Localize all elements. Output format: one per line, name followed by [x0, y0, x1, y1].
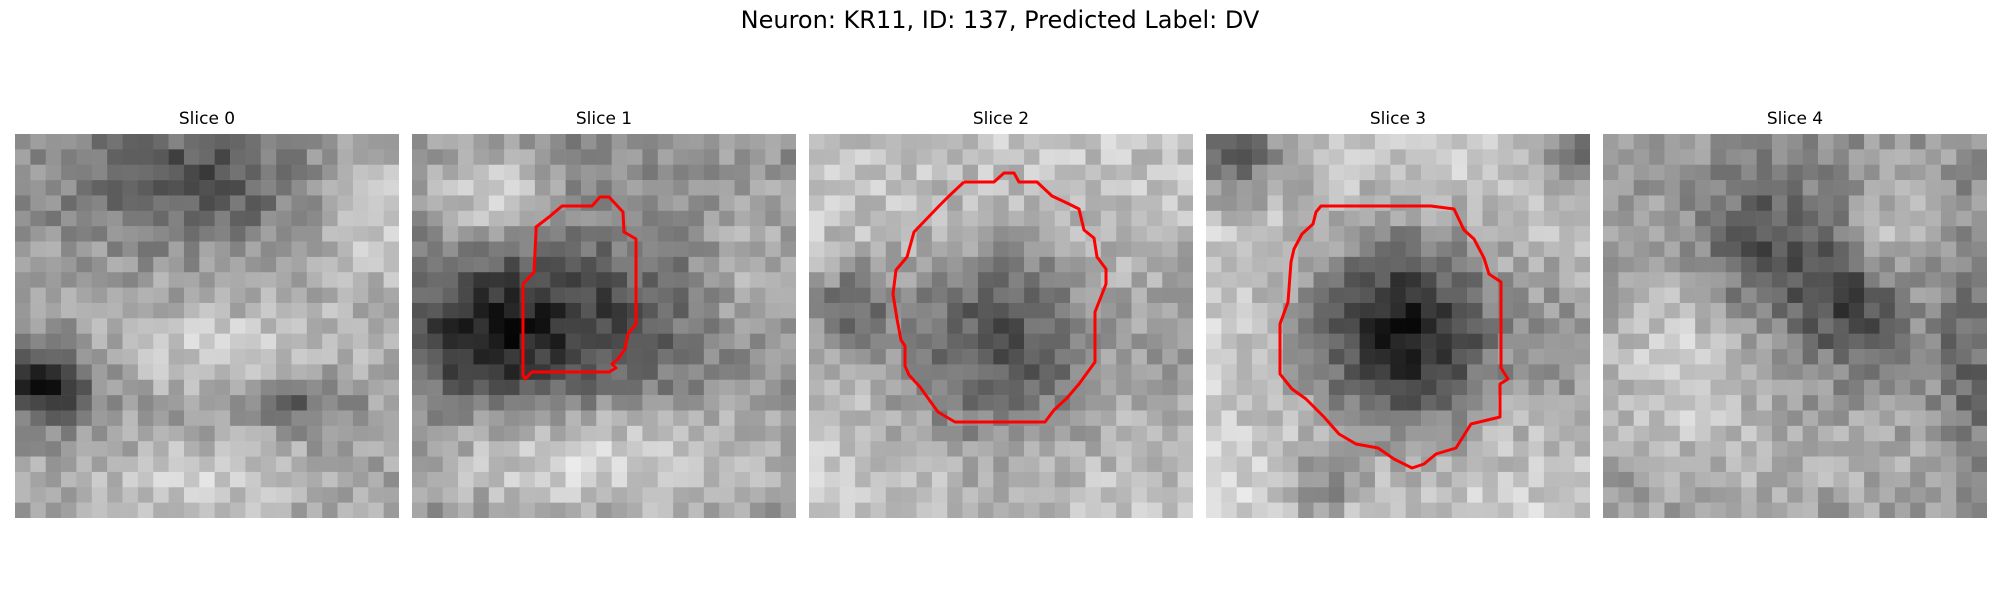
slice-title: Slice 1 — [575, 109, 633, 129]
slice-image — [1603, 134, 1987, 518]
figure-title: Neuron: KR11, ID: 137, Predicted Label: … — [740, 6, 1260, 34]
slice-image — [809, 134, 1193, 518]
roi-contour — [1278, 204, 1510, 470]
slice-image — [412, 134, 796, 518]
slice-image — [1206, 134, 1590, 518]
slice-title: Slice 3 — [1369, 109, 1427, 129]
slice-title: Slice 0 — [178, 109, 236, 129]
slice-title: Slice 4 — [1766, 109, 1824, 129]
slice-image — [15, 134, 399, 518]
roi-contour — [521, 195, 638, 381]
slice-title: Slice 2 — [972, 109, 1030, 129]
roi-contour — [891, 171, 1108, 424]
